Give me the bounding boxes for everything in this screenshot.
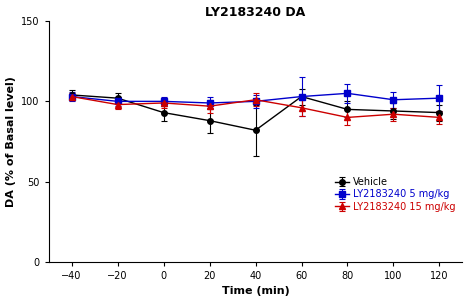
Y-axis label: DA (% of Basal level): DA (% of Basal level)	[6, 76, 15, 207]
Title: LY2183240 DA: LY2183240 DA	[205, 5, 306, 18]
X-axis label: Time (min): Time (min)	[222, 286, 289, 297]
Legend: Vehicle, LY2183240 5 mg/kg, LY2183240 15 mg/kg: Vehicle, LY2183240 5 mg/kg, LY2183240 15…	[333, 175, 458, 214]
